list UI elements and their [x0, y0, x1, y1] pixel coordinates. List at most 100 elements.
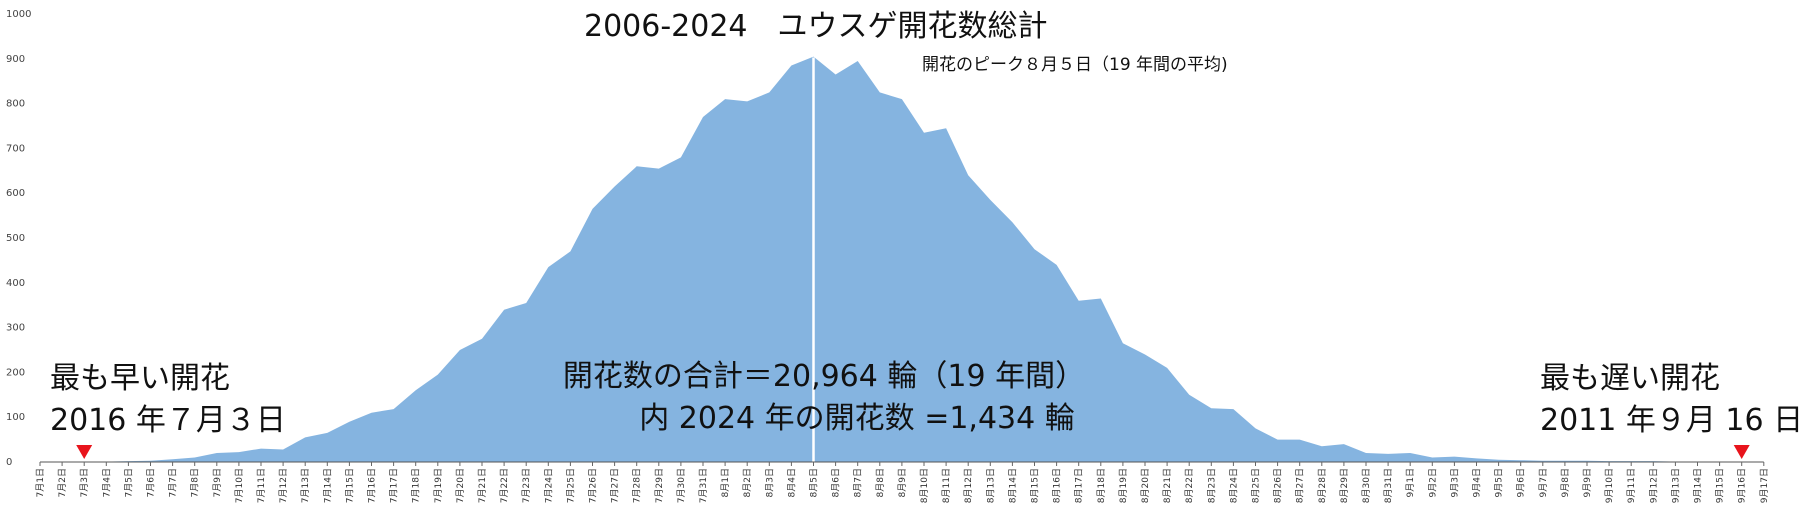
y-tick-label: 500: [6, 233, 25, 244]
x-tick-label: 8月14日: [1007, 468, 1018, 503]
y-tick-label: 900: [6, 54, 25, 65]
x-tick-label: 8月18日: [1096, 468, 1107, 503]
area-series: [40, 56, 1764, 462]
x-tick-label: 7月1日: [35, 468, 46, 497]
x-tick-label: 7月31日: [698, 468, 709, 503]
x-tick-label: 7月15日: [344, 468, 355, 503]
x-tick-label: 8月11日: [941, 468, 952, 503]
x-tick-label: 8月13日: [985, 468, 996, 503]
y-tick-label: 700: [6, 143, 25, 154]
x-tick-label: 7月30日: [676, 468, 687, 503]
x-tick-label: 7月18日: [411, 468, 422, 503]
x-tick-label: 8月26日: [1273, 468, 1284, 503]
x-tick-label: 8月3日: [764, 468, 775, 497]
x-tick-label: 8月17日: [1074, 468, 1085, 503]
y-tick-label: 100: [6, 412, 25, 423]
y-tick-label: 0: [6, 457, 12, 468]
x-tick-label: 9月17日: [1759, 468, 1770, 503]
latest-label-line1: 最も遅い開花: [1540, 361, 1720, 396]
x-tick-label: 7月4日: [101, 468, 112, 497]
x-tick-label: 9月1日: [1405, 468, 1416, 497]
x-tick-label: 9月13日: [1670, 468, 1681, 503]
x-tick-label: 8月22日: [1184, 468, 1195, 503]
y-tick-label: 800: [6, 99, 25, 110]
x-tick-label: 7月20日: [455, 468, 466, 503]
markers: [76, 445, 1750, 459]
x-tick-label: 9月9日: [1582, 468, 1593, 497]
y-tick-label: 300: [6, 323, 25, 334]
y-tick-label: 200: [6, 367, 25, 378]
x-tick-label: 8月9日: [897, 468, 908, 497]
x-tick-label: 7月14日: [322, 468, 333, 503]
x-tick-label: 8月5日: [809, 468, 820, 497]
x-tick-label: 8月10日: [919, 468, 930, 503]
x-tick-label: 7月13日: [300, 468, 311, 503]
y-tick-label: 600: [6, 188, 25, 199]
earliest-label-line1: 最も早い開花: [50, 361, 230, 396]
x-tick-label: 8月21日: [1162, 468, 1173, 503]
x-tick-label: 8月24日: [1228, 468, 1239, 503]
x-tick-label: 9月11日: [1626, 468, 1637, 503]
x-tick-label: 7月21日: [477, 468, 488, 503]
x-tick-label: 9月15日: [1715, 468, 1726, 503]
x-tick-label: 8月19日: [1118, 468, 1129, 503]
x-tick-label: 8月31日: [1383, 468, 1394, 503]
x-tick-label: 8月2日: [742, 468, 753, 497]
x-tick-label: 8月28日: [1317, 468, 1328, 503]
x-tick-label: 9月2日: [1427, 468, 1438, 497]
plot-area: [40, 56, 1764, 462]
x-tick-label: 7月8日: [190, 468, 201, 497]
x-tick-label: 8月8日: [875, 468, 886, 497]
x-tick-label: 7月12日: [278, 468, 289, 503]
x-tick-label: 7月7日: [168, 468, 179, 497]
x-tick-label: 9月3日: [1449, 468, 1460, 497]
earliest-label-line2: 2016 年７月３日: [50, 403, 286, 438]
x-tick-label: 8月30日: [1361, 468, 1372, 503]
x-tick-label: 9月7日: [1538, 468, 1549, 497]
x-tick-label: 7月25日: [565, 468, 576, 503]
x-tick-label: 7月22日: [499, 468, 510, 503]
y-tick-label: 400: [6, 278, 25, 289]
latest-label-line2: 2011 年９月 16 日: [1540, 403, 1800, 438]
chart-title: 2006-2024 ユウスゲ開花数総計: [584, 9, 1048, 44]
peak-note: 開花のピーク８月５日（19 年間の平均): [922, 55, 1228, 75]
x-tick-label: 9月4日: [1472, 468, 1483, 497]
x-tick-label: 7月16日: [367, 468, 378, 503]
total-annotation: 開花数の合計＝20,964 輪（19 年間）: [563, 359, 1085, 394]
x-tick-label: 7月19日: [433, 468, 444, 503]
y-tick-label: 1000: [6, 9, 31, 20]
x-tick-label: 8月20日: [1140, 468, 1151, 503]
x-tick-label: 7月17日: [389, 468, 400, 503]
x-tick-label: 7月24日: [543, 468, 554, 503]
x-tick-label: 7月29日: [654, 468, 665, 503]
x-tick-label: 9月8日: [1560, 468, 1571, 497]
x-tick-label: 8月16日: [1052, 468, 1063, 503]
x-tick-label: 9月5日: [1494, 468, 1505, 497]
x-tick-label: 7月23日: [521, 468, 532, 503]
x-tick-label: 8月1日: [720, 468, 731, 497]
x-tick-label: 8月29日: [1339, 468, 1350, 503]
x-tick-label: 8月15日: [1030, 468, 1041, 503]
latest-marker: [1733, 445, 1750, 459]
x-axis: 7月1日 7月2日 7月3日 7月4日 7月5日 7月6日 7月7日 7月8日 7月9日 7月10…: [35, 461, 1770, 503]
x-tick-label: 8月7日: [853, 468, 864, 497]
y-axis: 0 100 200 300 400 500 600 700 800 900 1000: [6, 9, 31, 468]
x-tick-label: 7月27日: [610, 468, 621, 503]
x-tick-label: 7月26日: [588, 468, 599, 503]
x-tick-label: 7月11日: [256, 468, 267, 503]
x-tick-label: 8月12日: [963, 468, 974, 503]
x-tick-label: 7月3日: [79, 468, 90, 497]
earliest-marker: [76, 445, 93, 459]
x-tick-label: 7月9日: [212, 468, 223, 497]
x-tick-label: 7月2日: [57, 468, 68, 497]
year-2024-annotation: 内 2024 年の開花数 =1,434 輪: [639, 401, 1075, 436]
x-tick-label: 7月10日: [234, 468, 245, 503]
x-tick-label: 9月12日: [1648, 468, 1659, 503]
x-tick-label: 9月14日: [1693, 468, 1704, 503]
x-tick-label: 8月25日: [1251, 468, 1262, 503]
x-tick-label: 9月10日: [1604, 468, 1615, 503]
x-tick-label: 8月27日: [1295, 468, 1306, 503]
x-tick-label: 8月23日: [1206, 468, 1217, 503]
x-tick-label: 7月6日: [146, 468, 157, 497]
